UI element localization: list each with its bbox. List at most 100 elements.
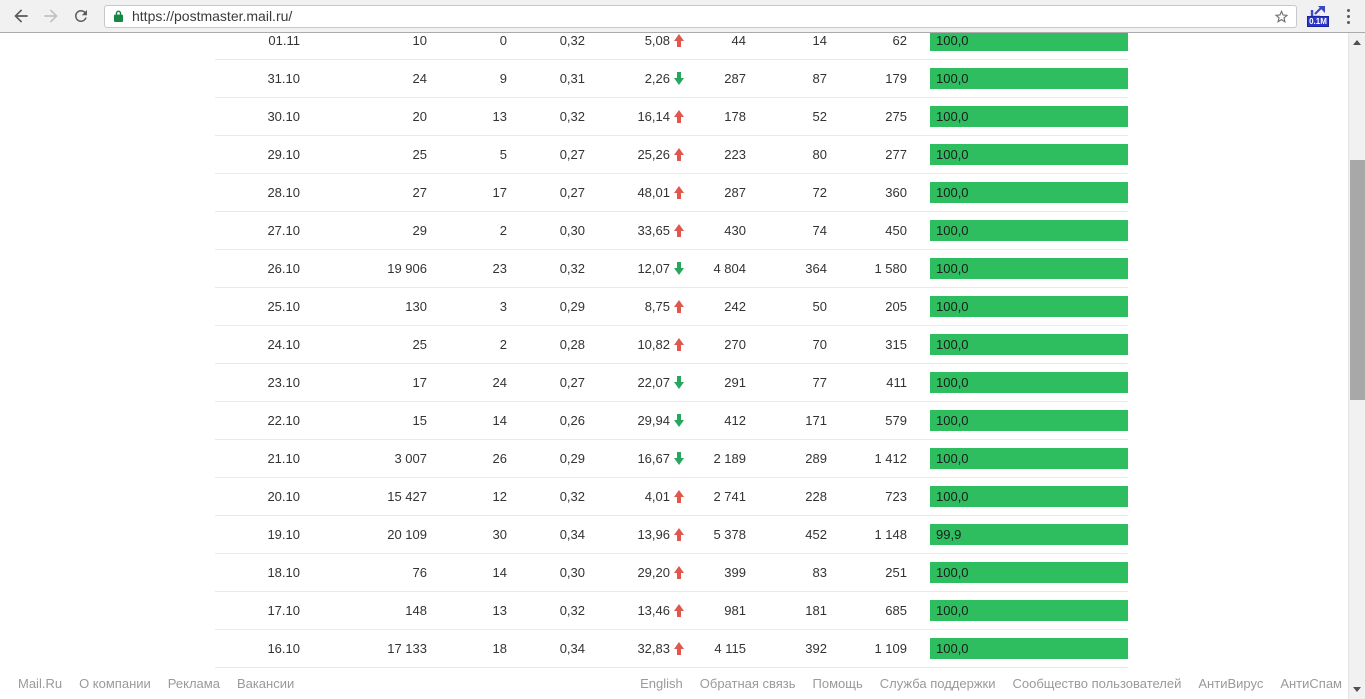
- footer-link-антивирус[interactable]: АнтиВирус: [1198, 676, 1264, 691]
- percent-bar: 100,0: [930, 68, 1128, 89]
- forward-button[interactable]: [38, 3, 64, 29]
- table-row: 20.10 15 427 12 0,32 4,01 2 741 228 723 100,0: [215, 478, 1128, 516]
- vertical-scrollbar[interactable]: [1348, 33, 1365, 699]
- trend-up-arrow-icon: [673, 186, 684, 199]
- trend-up-arrow-icon: [673, 34, 684, 47]
- extension-badge: 0.1M: [1307, 16, 1329, 27]
- footer-link-реклама[interactable]: Реклама: [167, 676, 220, 691]
- trend-value: 32,83: [637, 641, 670, 656]
- cell-value: 2: [499, 223, 507, 238]
- trend-value: 12,07: [637, 261, 670, 276]
- cell-value: 80: [812, 147, 827, 162]
- footer-link-служба-поддержки[interactable]: Служба поддержки: [879, 676, 996, 691]
- cell-value: 9: [499, 71, 507, 86]
- table-row: 17.10 148 13 0,32 13,46 981 181 685 100,0: [215, 592, 1128, 630]
- percent-bar: 100,0: [930, 182, 1128, 203]
- cell-value: 76: [412, 565, 427, 580]
- trend-up-arrow-icon: [673, 224, 684, 237]
- back-arrow-icon: [11, 6, 31, 26]
- table-row: 18.10 76 14 0,30 29,20 399 83 251 100,0: [215, 554, 1128, 592]
- footer-link-помощь[interactable]: Помощь: [812, 676, 863, 691]
- trend-value: 29,20: [637, 565, 670, 580]
- cell-value: 0,27: [559, 147, 585, 162]
- cell-value: 287: [724, 71, 746, 86]
- url-text[interactable]: https://postmaster.mail.ru/: [132, 8, 293, 24]
- trend-down-arrow-icon: [673, 376, 684, 389]
- cell-value: 24: [412, 71, 427, 86]
- footer-link-вакансии[interactable]: Вакансии: [236, 676, 295, 691]
- cell-value: 315: [885, 337, 907, 352]
- scrollbar-down-arrow-icon[interactable]: [1353, 687, 1361, 692]
- cell-value: 148: [405, 603, 427, 618]
- footer-link-обратная-связь[interactable]: Обратная связь: [699, 676, 796, 691]
- cell-value: 723: [885, 489, 907, 504]
- trend-value: 2,26: [644, 71, 670, 86]
- trend-value: 25,26: [637, 147, 670, 162]
- cell-date: 29.10: [267, 147, 300, 162]
- cell-value: 205: [885, 299, 907, 314]
- trend-up-arrow-icon: [673, 642, 684, 655]
- cell-value: 26: [492, 451, 507, 466]
- bookmark-star-icon[interactable]: [1273, 8, 1290, 25]
- footer-link-антиспам[interactable]: АнтиСпам: [1280, 676, 1342, 691]
- footer-link-сообщество-пользователей[interactable]: Сообщество пользователей: [1012, 676, 1182, 691]
- page-footer: Mail.Ru О компании Реклама Вакансии English…: [0, 668, 1348, 699]
- cell-value: 452: [805, 527, 827, 542]
- cell-value: 1 580: [874, 261, 907, 276]
- table-row: 21.10 3 007 26 0,29 16,67 2 189 289 1 412 100,0: [215, 440, 1128, 478]
- trend-down-arrow-icon: [673, 414, 684, 427]
- cell-value: 130: [405, 299, 427, 314]
- cell-value: 1 109: [874, 641, 907, 656]
- cell-percent-bar: 100,0: [930, 220, 1128, 241]
- cell-value: 24: [492, 375, 507, 390]
- trend-value: 5,08: [644, 33, 670, 48]
- percent-bar: 100,0: [930, 144, 1128, 165]
- footer-link-mail.ru[interactable]: Mail.Ru: [18, 676, 63, 691]
- cell-value: 0,32: [559, 109, 585, 124]
- cell-value: 10: [412, 33, 427, 48]
- cell-date: 28.10: [267, 185, 300, 200]
- cell-value: 0,28: [559, 337, 585, 352]
- cell-percent-bar: 100,0: [930, 448, 1128, 469]
- scrollbar-up-arrow-icon[interactable]: [1353, 40, 1361, 45]
- trend-value: 8,75: [644, 299, 670, 314]
- cell-value: 5 378: [713, 527, 746, 542]
- cell-value: 0,29: [559, 451, 585, 466]
- cell-date: 24.10: [267, 337, 300, 352]
- extension-button[interactable]: 0.1M: [1305, 5, 1331, 27]
- trend-up-arrow-icon: [673, 338, 684, 351]
- percent-bar: 100,0: [930, 106, 1128, 127]
- cell-date: 22.10: [267, 413, 300, 428]
- cell-value: 0,32: [559, 33, 585, 48]
- cell-value: 223: [724, 147, 746, 162]
- cell-value: 981: [724, 603, 746, 618]
- cell-value: 4 115: [714, 641, 746, 656]
- cell-trend: 4,01: [588, 489, 687, 504]
- footer-link-о-компании[interactable]: О компании: [79, 676, 151, 691]
- browser-menu-button[interactable]: [1337, 3, 1359, 29]
- cell-value: 70: [812, 337, 827, 352]
- cell-value: 178: [724, 109, 746, 124]
- cell-value: 0,31: [559, 71, 585, 86]
- cell-value: 0,29: [559, 299, 585, 314]
- cell-percent-bar: 100,0: [930, 600, 1128, 621]
- cell-percent-bar: 100,0: [930, 182, 1128, 203]
- cell-value: 0: [499, 33, 507, 48]
- cell-date: 18.10: [267, 565, 300, 580]
- cell-value: 0,27: [559, 185, 585, 200]
- browser-toolbar: https://postmaster.mail.ru/ 0.1M: [0, 0, 1365, 33]
- reload-button[interactable]: [68, 3, 94, 29]
- address-bar[interactable]: https://postmaster.mail.ru/: [104, 4, 1297, 28]
- cell-value: 181: [805, 603, 827, 618]
- cell-trend: 16,14: [588, 109, 687, 124]
- cell-value: 275: [885, 109, 907, 124]
- trend-up-arrow-icon: [673, 566, 684, 579]
- https-lock-icon: [113, 9, 124, 24]
- back-button[interactable]: [8, 3, 34, 29]
- cell-value: 14: [492, 565, 507, 580]
- footer-link-english[interactable]: English: [640, 676, 683, 691]
- cell-percent-bar: 100,0: [930, 106, 1128, 127]
- trend-up-arrow-icon: [673, 300, 684, 313]
- scrollbar-thumb[interactable]: [1350, 160, 1365, 400]
- cell-value: 83: [812, 565, 827, 580]
